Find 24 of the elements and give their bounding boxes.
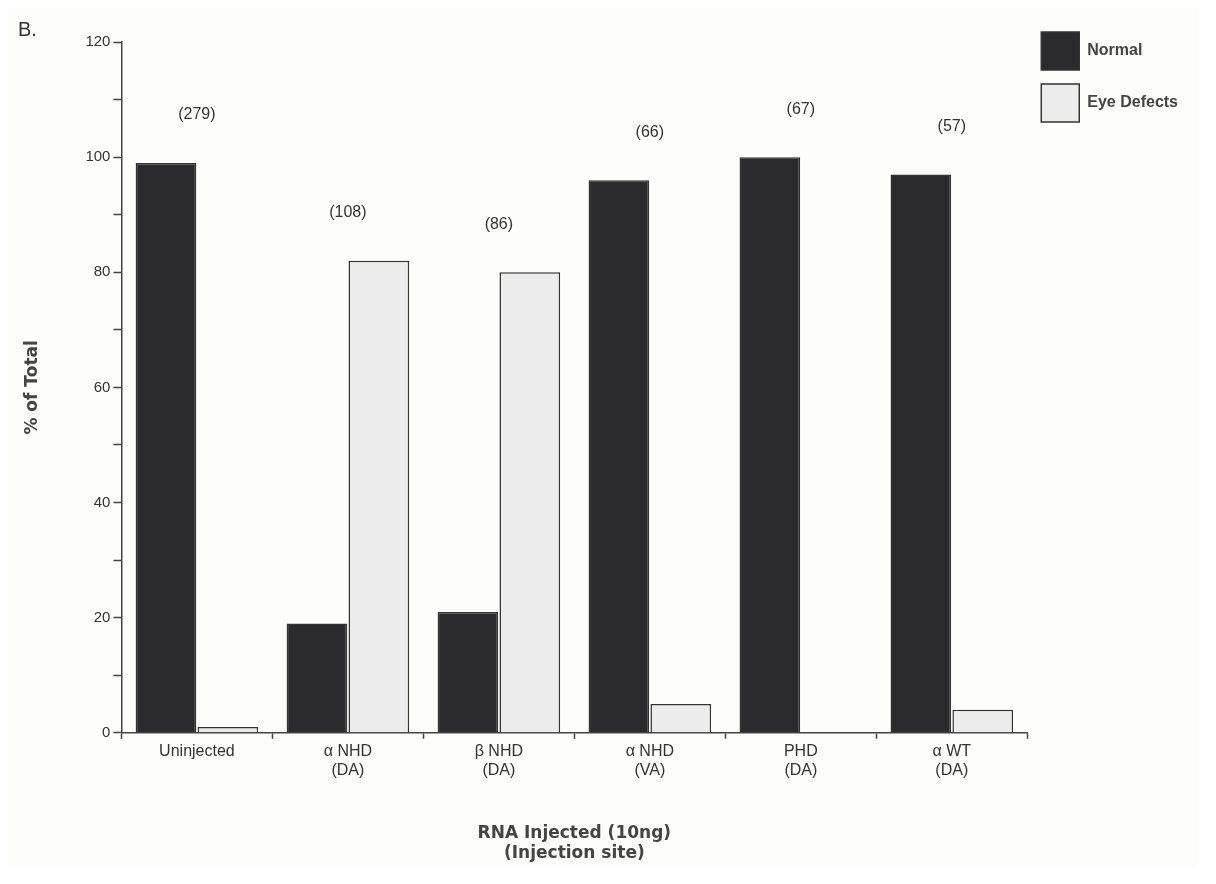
legend-label: Eye Defects xyxy=(1087,93,1179,111)
y-tick-label: 120 xyxy=(85,32,111,50)
y-tick-label: 100 xyxy=(85,147,111,165)
x-tick-label: α NHD (DA) xyxy=(323,741,373,779)
annotation: (86) xyxy=(484,214,514,232)
x-tick-label: Uninjected xyxy=(159,741,235,759)
annotation: (279) xyxy=(178,105,216,123)
y-tick-label: 80 xyxy=(93,262,111,280)
y-tick-label: 0 xyxy=(102,722,111,740)
annotation: (57) xyxy=(937,116,967,134)
x-tick-label: α WT (DA) xyxy=(932,741,972,779)
x-axis-title: RNA Injected (10ng) (Injection site) xyxy=(477,821,672,863)
annotation: (108) xyxy=(329,203,367,221)
y-tick-label: 20 xyxy=(93,607,111,625)
y-axis-title: % of Total xyxy=(20,340,41,435)
annotation: (66) xyxy=(635,122,665,140)
chart-title: B. xyxy=(18,17,37,40)
y-tick-label: 60 xyxy=(93,377,111,395)
annotation: (67) xyxy=(786,99,816,117)
legend-label: Normal xyxy=(1087,41,1143,59)
x-tick-label: β NHD (DA) xyxy=(474,741,524,779)
y-tick-label: 40 xyxy=(93,492,111,510)
x-tick-label: PHD (DA) xyxy=(783,741,818,779)
x-tick-label: α NHD (VA) xyxy=(625,741,675,779)
